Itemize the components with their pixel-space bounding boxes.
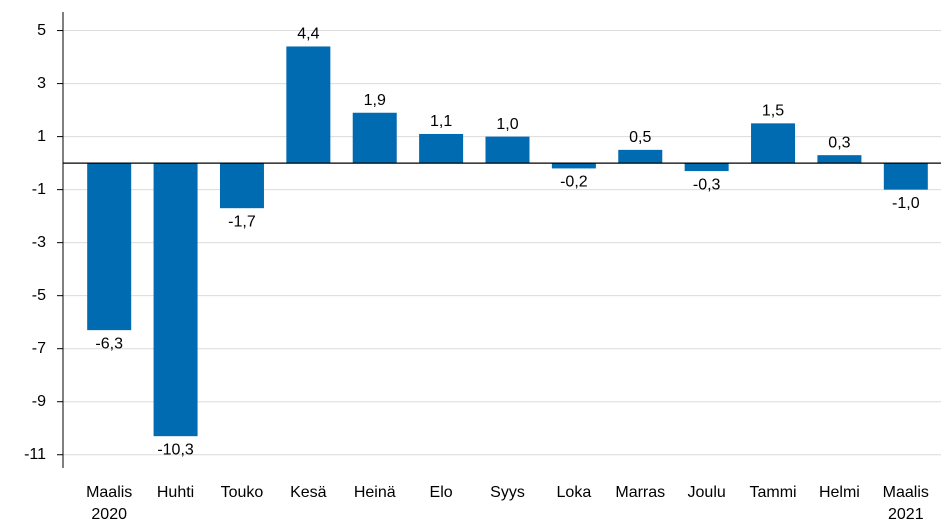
bar: [219, 163, 264, 209]
bar: [87, 163, 132, 331]
x-tick-label: Huhti: [156, 484, 195, 501]
bar: [551, 163, 596, 169]
value-label: 1,1: [430, 113, 452, 130]
x-tick-label: Maalis 2020: [86, 484, 133, 523]
value-label: -0,3: [693, 176, 721, 193]
value-label: 0,3: [828, 134, 850, 151]
value-label: -10,3: [157, 441, 194, 458]
x-tick-label: Marras: [615, 484, 666, 501]
value-label: -1,7: [228, 213, 256, 230]
x-tick-label: Elo: [429, 484, 453, 501]
value-label: 1,9: [364, 92, 386, 109]
x-tick-label: Kesä: [290, 484, 327, 501]
value-label: 1,5: [762, 103, 784, 120]
value-label: -1,0: [892, 195, 920, 212]
bar: [153, 163, 198, 437]
bar: [419, 133, 464, 164]
y-tick-label: 5: [37, 22, 46, 39]
y-tick-label: 1: [37, 128, 46, 145]
bar: [352, 112, 397, 164]
y-tick-label: -11: [24, 446, 46, 463]
value-label: -0,2: [560, 174, 588, 191]
bar: [286, 46, 331, 164]
bar: [883, 163, 928, 190]
y-tick-label: -7: [32, 340, 46, 357]
x-tick-label: Heinä: [353, 484, 396, 501]
y-tick-label: -5: [32, 287, 46, 304]
x-tick-label: Tammi: [749, 484, 797, 501]
bar: [684, 163, 729, 172]
x-tick-label: Joulu: [687, 484, 726, 501]
value-label: -6,3: [95, 335, 123, 352]
value-label: 1,0: [496, 116, 518, 133]
y-tick-label: -1: [32, 181, 46, 198]
y-tick-label: -9: [32, 393, 46, 410]
x-tick-label: Loka: [556, 484, 592, 501]
x-tick-label: Syys: [490, 484, 525, 501]
x-tick-label: Touko: [220, 484, 264, 501]
bar: [817, 155, 862, 164]
bar: [485, 136, 530, 164]
value-label: 0,5: [629, 129, 651, 146]
bar: [751, 123, 796, 164]
x-tick-label: Maalis 2021: [882, 484, 929, 523]
value-label: 4,4: [297, 26, 319, 43]
y-tick-label: 3: [37, 75, 46, 92]
bar: [618, 149, 663, 164]
y-tick-label: -3: [32, 234, 46, 251]
x-tick-label: Helmi: [818, 484, 860, 501]
